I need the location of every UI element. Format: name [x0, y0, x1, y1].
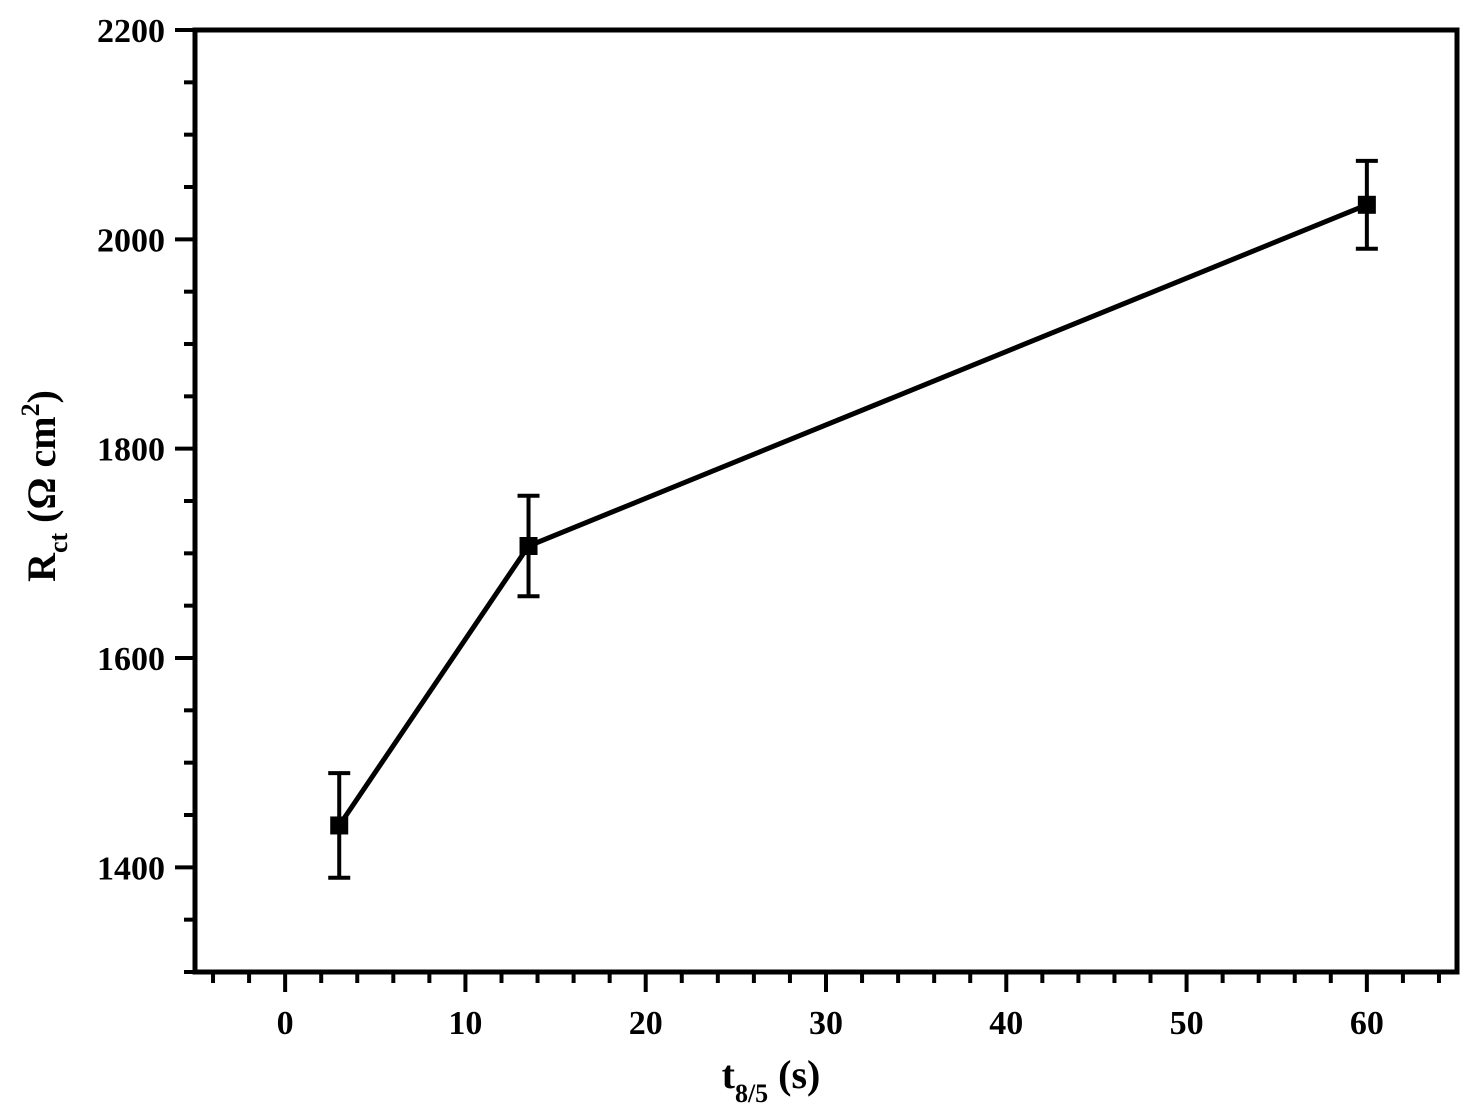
x-tick-label: 20: [629, 1005, 663, 1042]
x-axis-title-unit: (s): [768, 1052, 820, 1097]
data-point-marker: [1357, 195, 1376, 214]
y-axis-title-subscript: ct: [44, 532, 73, 553]
y-tick-label: 1600: [97, 641, 165, 678]
data-point-marker: [330, 816, 349, 835]
minor-ticks: [184, 80, 1441, 983]
x-tick-label: 40: [989, 1005, 1023, 1042]
tick-labels: 0 10 20 30 40 50 60 1400 1600 1800 2000 2200: [97, 13, 1384, 1042]
y-axis-title-unit: (Ω cm: [19, 416, 64, 532]
x-axis-title-subscript: 8/5: [735, 1079, 768, 1108]
data-series: [328, 158, 1378, 880]
x-axis-title: t8/5 (s): [722, 1052, 821, 1108]
major-ticks: [175, 28, 1369, 992]
y-axis-title-close: ): [19, 390, 64, 403]
x-tick-label: 50: [1170, 1005, 1204, 1042]
x-tick-label: 10: [448, 1005, 482, 1042]
series-line: [337, 202, 1368, 827]
x-axis-title-main: t: [722, 1052, 736, 1097]
data-point-marker: [519, 537, 538, 556]
y-axis-title: Rct (Ω cm2): [16, 390, 73, 582]
y-axis-title-superscript: 2: [16, 403, 45, 416]
x-tick-label: 0: [277, 1005, 294, 1042]
y-tick-label: 1400: [97, 850, 165, 887]
y-tick-label: 2200: [97, 13, 165, 50]
x-tick-label: 60: [1350, 1005, 1384, 1042]
x-tick-label: 30: [809, 1005, 843, 1042]
plot-frame: [192, 27, 1460, 975]
y-tick-label: 2000: [97, 222, 165, 259]
y-tick-label: 1800: [97, 432, 165, 469]
y-axis-title-main: R: [19, 552, 64, 582]
